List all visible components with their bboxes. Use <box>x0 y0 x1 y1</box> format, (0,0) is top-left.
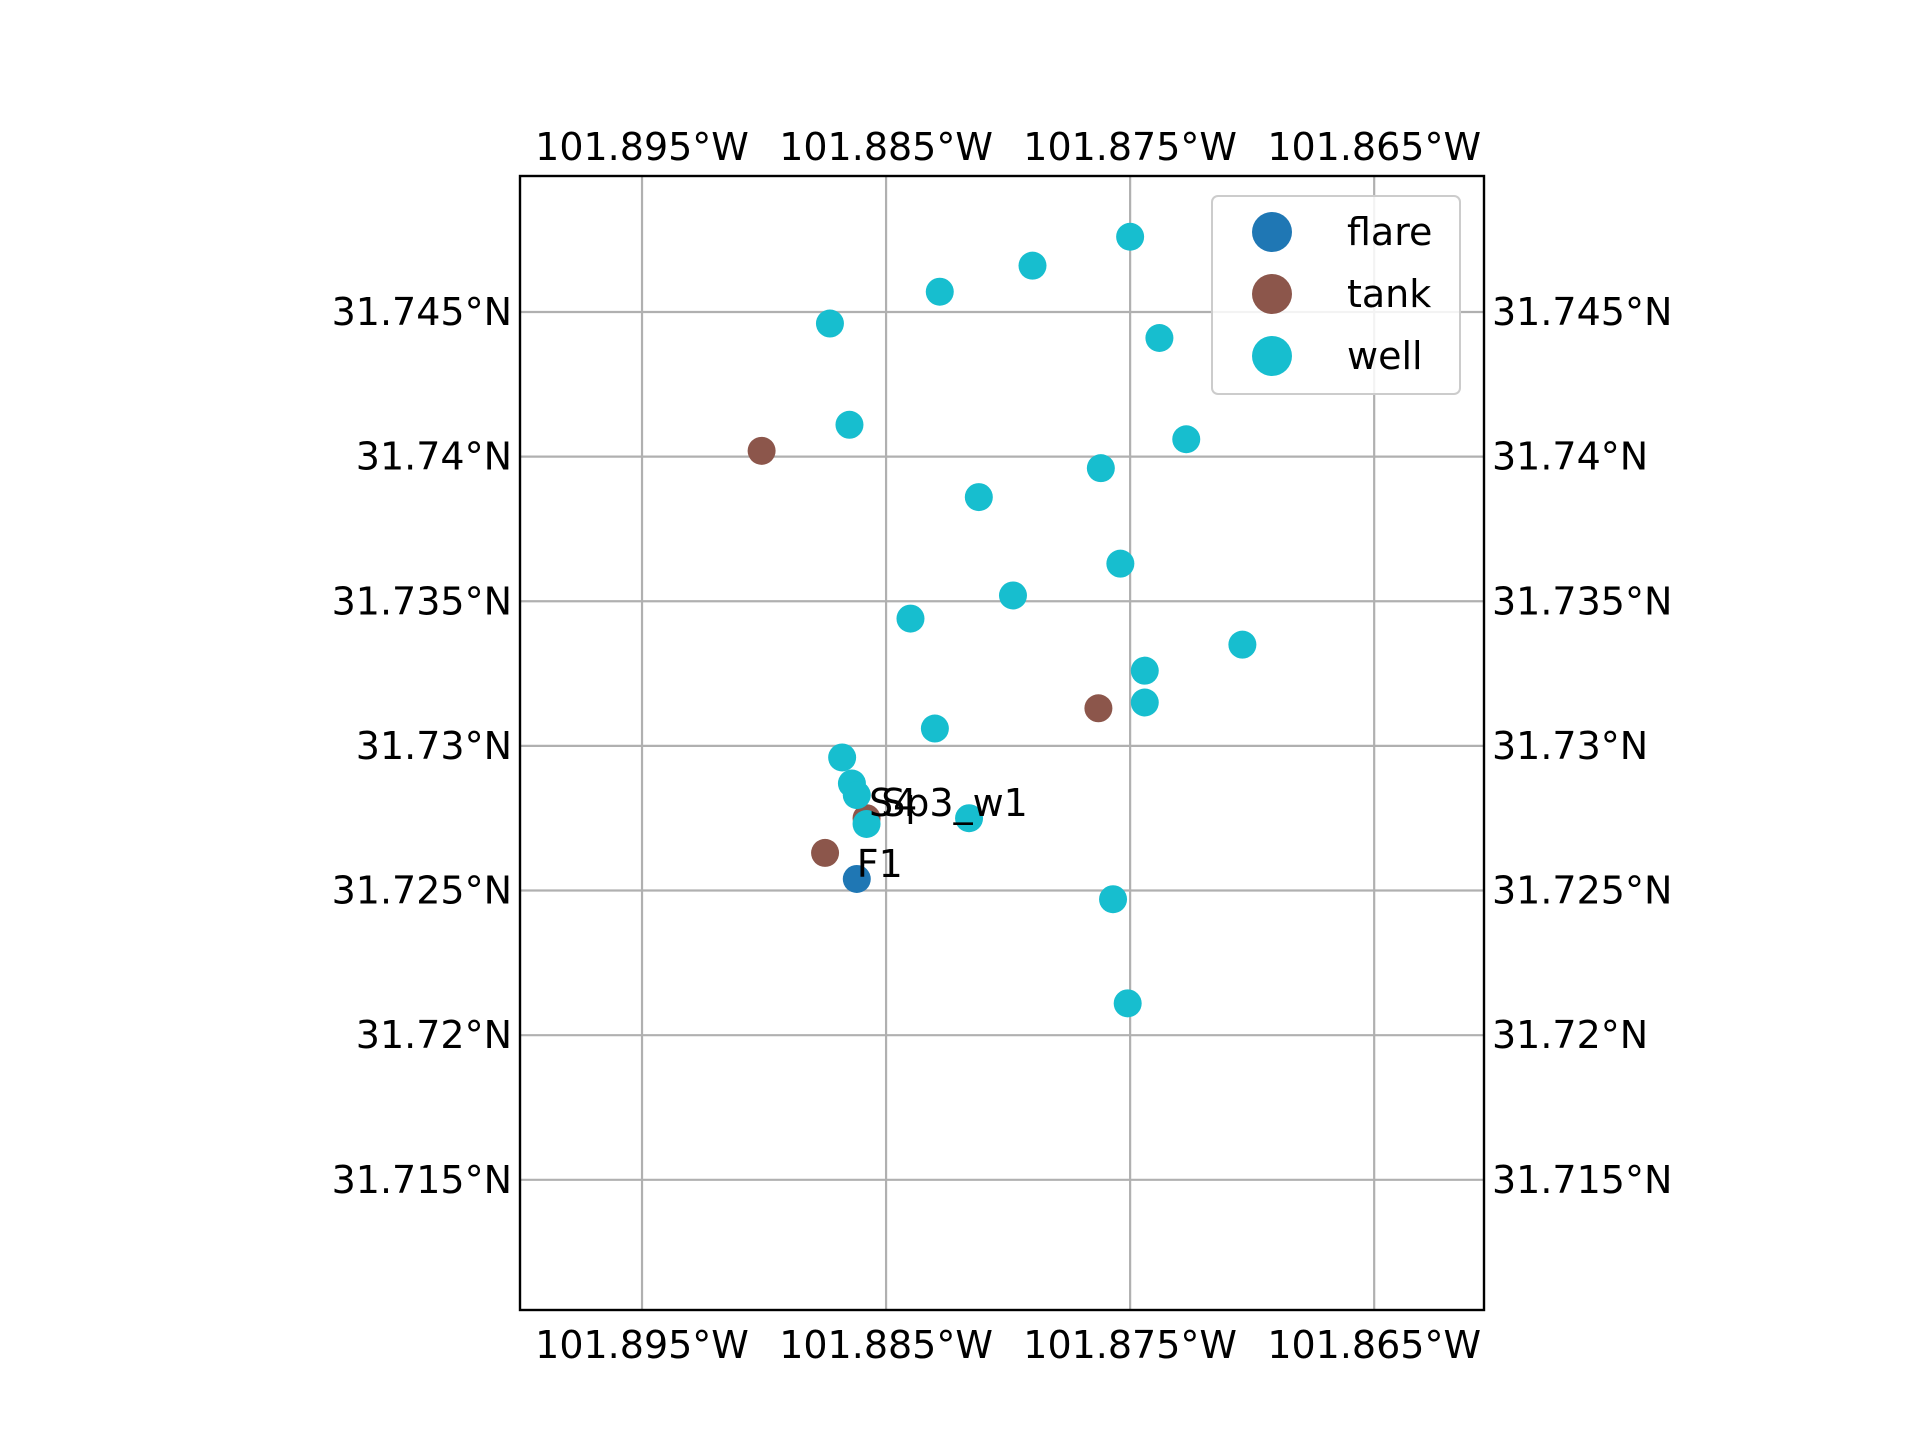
y-tick-label-left: 31.725°N <box>332 869 512 913</box>
y-tick-label-left: 31.735°N <box>332 579 512 623</box>
y-tick-label-right: 31.725°N <box>1492 869 1672 913</box>
legend-marker-flare <box>1252 212 1292 252</box>
well-point <box>1172 425 1201 454</box>
well-point <box>835 410 864 439</box>
point-label: Sp3_w1 <box>881 781 1028 825</box>
well-point <box>852 810 881 838</box>
tank-point <box>747 436 776 465</box>
legend: flare tank well <box>1211 195 1461 395</box>
well-point <box>920 714 949 743</box>
y-tick-label-right: 31.735°N <box>1492 579 1672 623</box>
legend-label-well: well <box>1347 334 1423 378</box>
plot-frame <box>518 174 1486 1312</box>
well-point <box>1113 989 1142 1018</box>
well-point <box>998 581 1027 610</box>
well-point <box>1086 454 1115 483</box>
well-point <box>1130 656 1159 685</box>
x-tick-label-top: 101.885°W <box>779 125 993 169</box>
well-point <box>815 309 844 338</box>
flare-point <box>842 864 871 893</box>
well-point <box>842 781 871 810</box>
legend-marker-tank <box>1252 274 1292 314</box>
y-tick-label-right: 31.745°N <box>1492 290 1672 334</box>
well-point <box>1106 549 1135 578</box>
tank-point <box>1084 694 1113 723</box>
well-point <box>955 804 984 833</box>
well-point <box>964 483 993 512</box>
tick-labels: 101.895°W 101.895°W 101.885°W 101.885°W 101.… <box>332 125 1673 1367</box>
y-tick-label-right: 31.73°N <box>1492 724 1648 768</box>
y-tick-label-left: 31.715°N <box>332 1158 512 1202</box>
tank-point <box>811 838 840 867</box>
well-point <box>925 277 954 306</box>
point-label: F1 <box>857 842 903 886</box>
y-tick-label-right: 31.72°N <box>1492 1013 1648 1057</box>
legend-label-tank: tank <box>1347 272 1431 316</box>
data-points <box>747 222 1257 1018</box>
well-point <box>1228 630 1257 659</box>
well-point <box>828 743 857 772</box>
well-point <box>896 604 925 633</box>
point-label: S4 <box>869 781 917 825</box>
y-tick-label-left: 31.73°N <box>356 724 512 768</box>
well-point <box>1145 324 1174 352</box>
legend-label-flare: flare <box>1347 210 1432 254</box>
y-tick-label-left: 31.72°N <box>356 1013 512 1057</box>
legend-marker-well <box>1252 336 1292 376</box>
x-tick-label-bottom: 101.895°W <box>535 1323 749 1367</box>
x-tick-label-top: 101.875°W <box>1023 125 1237 169</box>
x-tick-label-bottom: 101.885°W <box>779 1323 993 1367</box>
x-tick-label-top: 101.895°W <box>535 125 749 169</box>
well-point <box>1116 222 1145 251</box>
y-tick-label-left: 31.745°N <box>332 290 512 334</box>
x-tick-label-top: 101.865°W <box>1267 125 1481 169</box>
well-point <box>1099 885 1128 914</box>
x-tick-label-bottom: 101.875°W <box>1023 1323 1237 1367</box>
well-point <box>1130 688 1159 717</box>
y-tick-label-right: 31.715°N <box>1492 1158 1672 1202</box>
y-tick-label-right: 31.74°N <box>1492 435 1648 479</box>
x-tick-label-bottom: 101.865°W <box>1267 1323 1481 1367</box>
y-tick-label-left: 31.74°N <box>356 435 512 479</box>
well-point <box>1018 251 1047 280</box>
